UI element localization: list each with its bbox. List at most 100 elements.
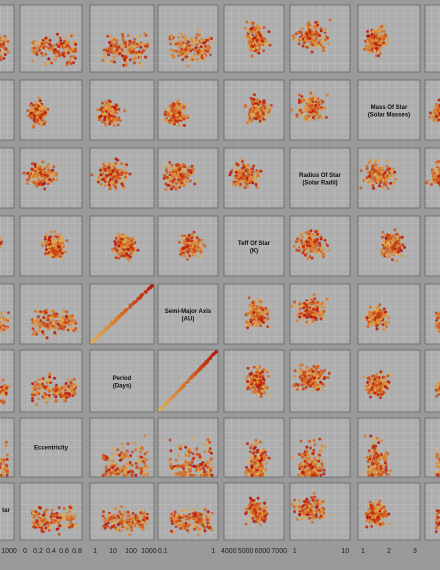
point bbox=[111, 41, 115, 45]
points bbox=[0, 18, 440, 537]
point bbox=[249, 40, 253, 44]
point bbox=[65, 61, 69, 65]
point bbox=[181, 35, 185, 39]
point bbox=[48, 38, 52, 42]
point bbox=[255, 24, 259, 28]
point bbox=[189, 49, 192, 53]
point bbox=[6, 50, 10, 54]
point bbox=[135, 34, 139, 38]
point bbox=[132, 61, 136, 65]
point bbox=[257, 31, 261, 35]
point bbox=[114, 36, 118, 40]
point bbox=[40, 54, 44, 57]
point bbox=[194, 46, 198, 50]
point bbox=[35, 52, 39, 56]
point bbox=[264, 43, 267, 46]
point bbox=[55, 50, 59, 54]
point bbox=[141, 49, 145, 53]
point bbox=[202, 58, 206, 62]
point bbox=[4, 42, 8, 46]
point bbox=[64, 52, 68, 56]
point bbox=[51, 47, 54, 51]
point bbox=[247, 30, 251, 33]
point bbox=[257, 25, 261, 29]
point bbox=[40, 51, 44, 55]
point bbox=[200, 56, 204, 60]
point bbox=[135, 44, 139, 48]
point bbox=[138, 61, 142, 65]
point bbox=[31, 59, 35, 63]
point bbox=[254, 26, 258, 30]
point bbox=[267, 30, 271, 34]
point bbox=[146, 42, 150, 46]
point bbox=[130, 47, 134, 51]
point bbox=[121, 38, 125, 42]
point bbox=[58, 52, 61, 56]
point bbox=[194, 36, 198, 40]
point bbox=[0, 58, 3, 62]
point bbox=[170, 53, 174, 57]
point bbox=[36, 49, 40, 52]
point bbox=[194, 57, 198, 61]
point bbox=[117, 45, 121, 49]
point bbox=[32, 46, 36, 50]
point bbox=[50, 61, 54, 65]
point bbox=[56, 41, 60, 45]
point bbox=[199, 41, 203, 45]
point bbox=[203, 51, 207, 55]
point bbox=[102, 50, 106, 54]
point bbox=[57, 45, 60, 48]
point bbox=[132, 50, 136, 54]
point bbox=[74, 43, 78, 46]
point bbox=[181, 49, 185, 53]
point bbox=[39, 44, 43, 48]
point bbox=[44, 52, 48, 56]
point bbox=[58, 36, 62, 40]
point bbox=[63, 47, 67, 51]
point bbox=[125, 61, 129, 65]
point bbox=[256, 46, 260, 50]
point bbox=[139, 56, 142, 60]
point bbox=[113, 60, 116, 64]
point bbox=[4, 37, 8, 41]
point bbox=[120, 43, 124, 46]
point bbox=[3, 34, 7, 38]
point bbox=[71, 33, 75, 37]
point bbox=[172, 55, 176, 59]
point bbox=[169, 42, 173, 46]
point bbox=[198, 53, 202, 57]
point bbox=[196, 48, 200, 52]
point bbox=[174, 42, 178, 46]
point bbox=[190, 43, 194, 47]
point bbox=[268, 43, 272, 47]
point bbox=[52, 51, 56, 55]
point bbox=[196, 29, 200, 32]
point bbox=[68, 60, 72, 64]
point bbox=[2, 56, 6, 60]
point bbox=[195, 33, 199, 36]
point bbox=[251, 21, 255, 25]
point bbox=[255, 31, 259, 35]
point bbox=[59, 39, 63, 43]
point bbox=[202, 41, 206, 45]
point bbox=[192, 53, 196, 57]
point bbox=[0, 36, 2, 40]
point bbox=[48, 46, 52, 50]
point bbox=[116, 47, 119, 51]
point bbox=[56, 32, 59, 36]
point bbox=[112, 55, 116, 59]
point bbox=[252, 47, 256, 51]
point bbox=[62, 43, 66, 47]
point bbox=[131, 41, 135, 44]
point bbox=[186, 64, 190, 68]
point bbox=[172, 41, 176, 44]
point bbox=[4, 48, 8, 52]
point bbox=[179, 43, 183, 47]
point bbox=[245, 20, 249, 24]
point bbox=[126, 48, 130, 52]
point bbox=[170, 36, 173, 39]
point bbox=[176, 54, 180, 58]
point bbox=[255, 39, 259, 43]
point bbox=[112, 51, 116, 55]
